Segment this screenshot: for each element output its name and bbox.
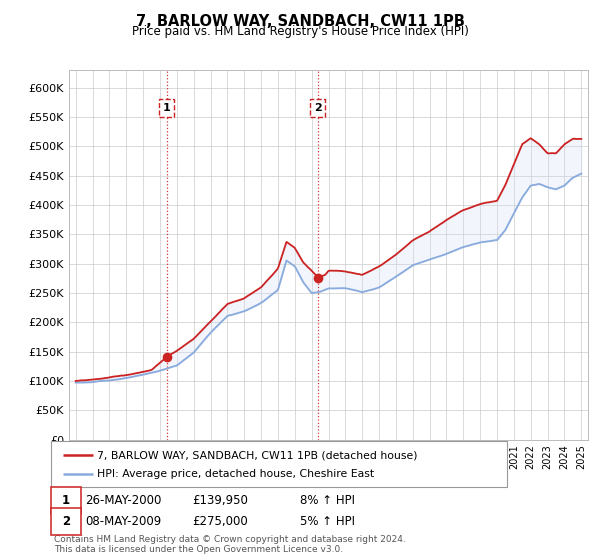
Text: 26-MAY-2000: 26-MAY-2000 xyxy=(85,493,161,507)
Text: HPI: Average price, detached house, Cheshire East: HPI: Average price, detached house, Ches… xyxy=(97,469,374,479)
Text: Contains HM Land Registry data © Crown copyright and database right 2024.: Contains HM Land Registry data © Crown c… xyxy=(54,535,406,544)
Text: 2: 2 xyxy=(62,515,70,529)
Text: 5% ↑ HPI: 5% ↑ HPI xyxy=(300,515,355,529)
Text: £139,950: £139,950 xyxy=(192,493,248,507)
Text: 08-MAY-2009: 08-MAY-2009 xyxy=(85,515,161,529)
Text: 7, BARLOW WAY, SANDBACH, CW11 1PB (detached house): 7, BARLOW WAY, SANDBACH, CW11 1PB (detac… xyxy=(97,450,418,460)
Text: £275,000: £275,000 xyxy=(192,515,248,529)
Text: 2: 2 xyxy=(314,103,322,113)
Text: 1: 1 xyxy=(163,103,170,113)
Text: 1: 1 xyxy=(62,493,70,507)
Text: 8% ↑ HPI: 8% ↑ HPI xyxy=(300,493,355,507)
Text: Price paid vs. HM Land Registry's House Price Index (HPI): Price paid vs. HM Land Registry's House … xyxy=(131,25,469,38)
Text: This data is licensed under the Open Government Licence v3.0.: This data is licensed under the Open Gov… xyxy=(54,545,343,554)
Text: 7, BARLOW WAY, SANDBACH, CW11 1PB: 7, BARLOW WAY, SANDBACH, CW11 1PB xyxy=(136,14,464,29)
